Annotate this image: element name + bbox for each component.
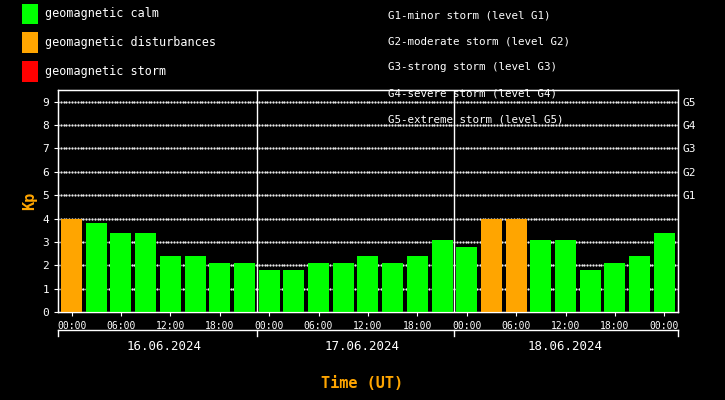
Bar [580, 270, 601, 312]
Y-axis label: Kp: Kp [22, 192, 37, 210]
Text: 18.06.2024: 18.06.2024 [528, 340, 603, 352]
Text: geomagnetic disturbances: geomagnetic disturbances [45, 36, 216, 49]
Bar [210, 263, 231, 312]
Bar [481, 218, 502, 312]
Text: Time (UT): Time (UT) [321, 376, 404, 392]
Bar [530, 240, 551, 312]
Bar [382, 263, 403, 312]
Text: G5-extreme storm (level G5): G5-extreme storm (level G5) [388, 114, 563, 124]
Text: G1-minor storm (level G1): G1-minor storm (level G1) [388, 10, 550, 20]
Text: geomagnetic storm: geomagnetic storm [45, 65, 166, 78]
Text: G4-severe storm (level G4): G4-severe storm (level G4) [388, 88, 557, 98]
Bar [135, 232, 156, 312]
Text: G2-moderate storm (level G2): G2-moderate storm (level G2) [388, 36, 570, 46]
Text: G3-strong storm (level G3): G3-strong storm (level G3) [388, 62, 557, 72]
Bar [407, 256, 428, 312]
Bar [160, 256, 181, 312]
Bar [234, 263, 255, 312]
Bar [259, 270, 280, 312]
Bar [629, 256, 650, 312]
Bar [555, 240, 576, 312]
Bar [333, 263, 354, 312]
Text: 16.06.2024: 16.06.2024 [127, 340, 202, 352]
Bar [654, 232, 675, 312]
Bar [61, 218, 82, 312]
Bar [456, 246, 477, 312]
Bar [185, 256, 206, 312]
Text: geomagnetic calm: geomagnetic calm [45, 8, 159, 20]
Bar [505, 218, 526, 312]
Bar [605, 263, 626, 312]
Bar [431, 240, 452, 312]
Bar [86, 223, 107, 312]
Bar [283, 270, 304, 312]
Bar [357, 256, 378, 312]
Bar [308, 263, 329, 312]
Bar [110, 232, 131, 312]
Text: 17.06.2024: 17.06.2024 [324, 340, 399, 352]
